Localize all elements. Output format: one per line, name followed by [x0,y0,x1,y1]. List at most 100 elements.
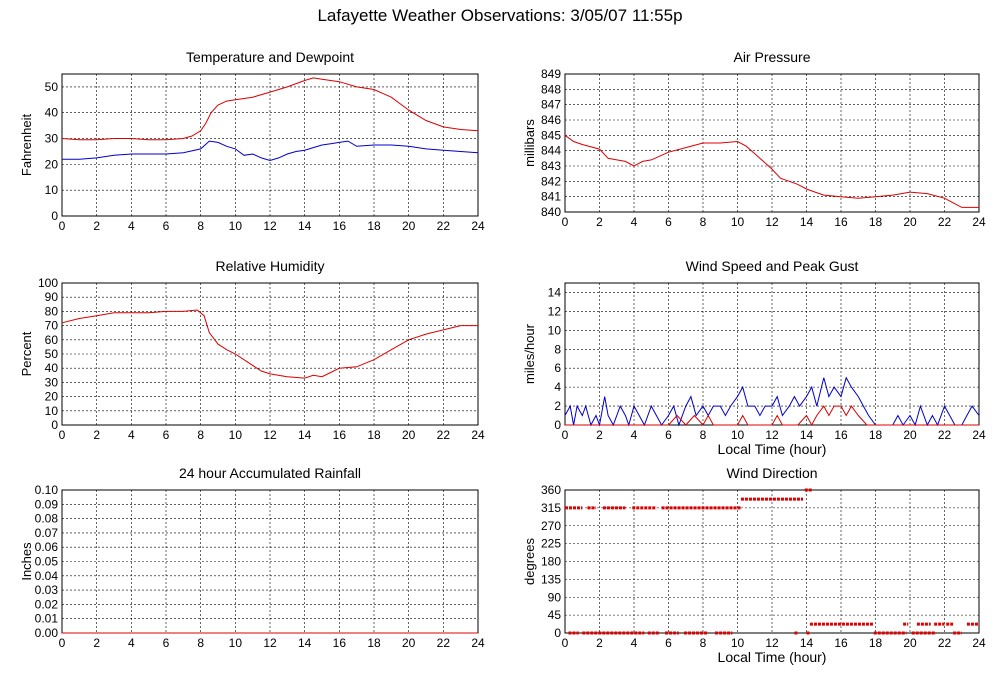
y-tick-label: 20 [45,157,59,171]
x-tick-label: 14 [800,215,814,229]
x-tick-label: 10 [229,636,243,650]
x-tick-label: 8 [197,636,204,650]
x-tick-label: 4 [631,215,638,229]
y-tick-label: 0 [554,418,561,432]
x-tick-label: 2 [596,636,603,650]
x-tick-label: 0 [59,219,66,233]
y-tick-label: 845 [541,128,561,142]
y-tick-label: 225 [541,537,561,551]
chart-title: Wind Speed and Peak Gust [686,258,859,274]
x-tick-label: 18 [869,215,883,229]
x-tick-label: 0 [562,428,569,442]
y-tick-label: 80 [45,304,59,318]
pressure-chart: 0 2 4 6 8 10 12 14 16 18 20 22 248408418428438448458… [522,49,986,229]
y-tick-label: 270 [541,519,561,533]
x-tick-label: 20 [402,636,416,650]
x-tick-label: 22 [437,636,451,650]
y-tick-label: 40 [45,361,59,375]
temp-series-0-line [61,77,479,141]
y-tick-label: 0.02 [35,597,59,611]
x-tick-label: 22 [938,215,952,229]
y-tick-label: 14 [548,285,562,299]
x-tick-label: 18 [869,636,883,650]
y-tick-label: 315 [541,501,561,515]
x-tick-label: 4 [631,636,638,650]
x-tick-label: 24 [972,636,986,650]
x-tick-label: 0 [562,636,569,650]
y-tick-label: 90 [548,590,562,604]
y-tick-label: 0 [51,209,58,223]
y-tick-label: 0.01 [35,612,59,626]
x-tick-label: 22 [437,428,451,442]
y-tick-label: 0.06 [35,540,59,554]
x-tick-label: 16 [333,428,347,442]
y-tick-label: 0.07 [35,526,59,540]
x-tick-label: 16 [834,636,848,650]
x-tick-label: 24 [471,219,485,233]
y-tick-label: 0.05 [35,555,59,569]
x-tick-label: 4 [128,219,135,233]
x-tick-label: 12 [263,219,277,233]
y-tick-label: 847 [541,98,561,112]
y-tick-label: 0.04 [35,569,59,583]
x-tick-label: 12 [263,636,277,650]
y-tick-label: 0 [51,418,58,432]
x-axis-label: Local Time (hour) [718,441,827,457]
y-tick-label: 10 [45,183,59,197]
temp-series-1-line [62,140,479,162]
y-tick-label: 843 [541,159,561,173]
x-tick-label: 24 [972,215,986,229]
x-tick-label: 20 [903,428,917,442]
x-tick-label: 16 [834,215,848,229]
x-tick-label: 10 [731,215,745,229]
x-tick-label: 12 [263,428,277,442]
y-axis-label: Percent [19,331,34,376]
x-tick-label: 20 [402,428,416,442]
x-tick-label: 8 [700,428,707,442]
y-tick-label: 8 [554,342,561,356]
x-tick-label: 0 [59,636,66,650]
x-tick-label: 4 [128,428,135,442]
x-tick-label: 6 [665,636,672,650]
pressure-series-0-line [564,134,979,208]
y-tick-label: 180 [541,555,561,569]
x-tick-label: 20 [903,215,917,229]
x-tick-label: 8 [700,636,707,650]
y-tick-label: 4 [554,380,561,394]
x-tick-label: 14 [298,428,312,442]
x-tick-label: 12 [765,428,779,442]
x-tick-label: 24 [471,428,485,442]
y-tick-label: 10 [45,404,59,418]
page-title: Lafayette Weather Observations: 3/05/07 … [317,6,683,25]
y-tick-label: 135 [541,572,561,586]
y-axis-label: miles/hour [522,323,537,384]
x-tick-label: 20 [903,636,917,650]
x-tick-label: 18 [367,636,381,650]
x-tick-label: 16 [333,636,347,650]
y-tick-label: 2 [554,399,561,413]
x-tick-label: 22 [437,219,451,233]
x-tick-label: 4 [128,636,135,650]
chart-title: Wind Direction [726,465,817,481]
plot-frame [564,282,980,426]
x-tick-label: 2 [93,219,100,233]
y-axis-label: Fahrenheit [19,114,34,177]
x-tick-label: 10 [731,428,745,442]
y-tick-label: 45 [548,608,562,622]
x-tick-label: 18 [367,428,381,442]
x-tick-label: 16 [834,428,848,442]
y-tick-label: 6 [554,361,561,375]
x-tick-label: 6 [163,428,170,442]
x-tick-label: 10 [229,428,243,442]
y-tick-label: 846 [541,113,561,127]
chart-title: Air Pressure [733,49,810,65]
chart-title: Temperature and Dewpoint [186,49,354,65]
temp-chart: 0 2 4 6 8 10 12 14 16 18 20 22 2401020304050Temperat… [19,49,485,233]
x-tick-label: 4 [631,428,638,442]
wind-series-0-line [564,376,980,427]
y-tick-label: 840 [541,205,561,219]
y-tick-label: 30 [45,375,59,389]
x-tick-label: 12 [765,636,779,650]
